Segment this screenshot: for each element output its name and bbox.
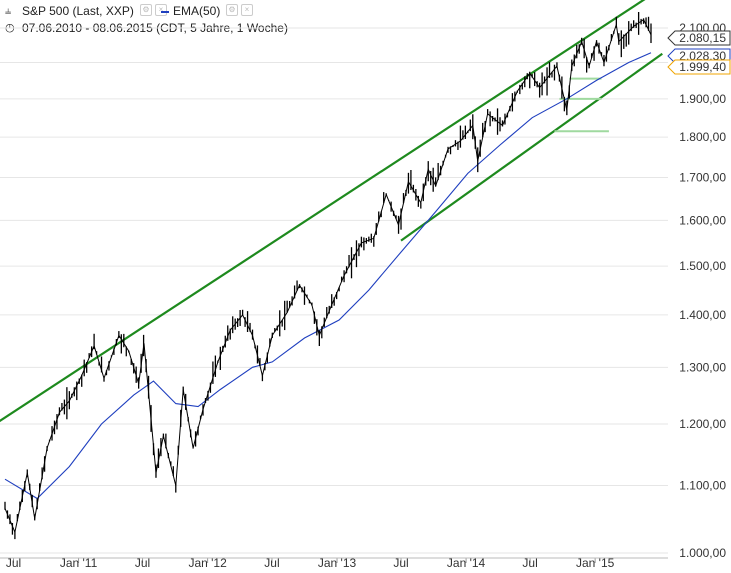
close-icon[interactable]: × xyxy=(155,4,167,16)
y-tick-label: 1.600,00 xyxy=(679,213,726,227)
settings-icon[interactable]: ⚙ xyxy=(226,4,238,16)
price-tag-box xyxy=(667,59,731,75)
settings-icon[interactable]: ⚙ xyxy=(140,4,152,16)
channel-line xyxy=(0,0,646,423)
indicator-label: EMA(50) xyxy=(173,4,221,18)
price-tag: 2.080,15 xyxy=(667,30,731,46)
x-tick-label: Jul xyxy=(393,556,408,570)
price-tag-label: 1.999,40 xyxy=(679,60,726,74)
ema-line xyxy=(4,52,652,500)
x-tick-label: Jan '14 xyxy=(447,556,486,570)
price-tags: 2.080,152.028,301.999,40 xyxy=(667,30,731,75)
grid xyxy=(0,27,668,554)
price-line xyxy=(4,18,652,534)
y-tick-label: 1.100,00 xyxy=(679,479,726,493)
y-tick-label: 1.300,00 xyxy=(679,360,726,374)
y-axis: 1.000,00 1.100,00 1.200,00 1.300,00 1.400,00… xyxy=(679,21,726,560)
close-icon[interactable]: × xyxy=(241,4,253,16)
price-tag-label: 2.080,15 xyxy=(679,31,726,45)
x-tick-label: Jul xyxy=(522,556,537,570)
chart-type-icon[interactable]: ⫨ xyxy=(5,5,12,17)
x-tick-label: Jan '12 xyxy=(188,556,227,570)
x-tick-label: Jan '13 xyxy=(318,556,357,570)
y-tick-label: 1.800,00 xyxy=(679,130,726,144)
x-axis: Jul Jan '11 Jul Jan '12 Jul Jan '13 Jul Jan '14… xyxy=(0,556,668,570)
y-tick-label: 1.400,00 xyxy=(679,308,726,322)
trendlines xyxy=(0,0,663,423)
price-tag: 1.999,40 xyxy=(667,59,731,75)
x-tick-label: Jan '15 xyxy=(576,556,615,570)
y-tick-label: 1.000,00 xyxy=(679,546,726,560)
ema-legend-swatch xyxy=(161,11,169,13)
price-series xyxy=(4,12,652,540)
series-label: S&P 500 (Last, XXP) xyxy=(22,4,134,18)
y-tick-label: 1.500,00 xyxy=(679,259,726,273)
channel-line xyxy=(400,52,663,242)
y-tick-label: 1.900,00 xyxy=(679,92,726,106)
x-tick-label: Jul xyxy=(6,556,21,570)
price-tag-box xyxy=(667,30,731,46)
x-tick-label: Jan '11 xyxy=(60,556,98,570)
y-tick-label: 1.700,00 xyxy=(679,171,726,185)
x-tick-label: Jul xyxy=(264,556,279,570)
ema-series xyxy=(4,52,652,500)
y-tick-label: 1.200,00 xyxy=(679,417,726,431)
x-tick-label: Jul xyxy=(135,556,150,570)
